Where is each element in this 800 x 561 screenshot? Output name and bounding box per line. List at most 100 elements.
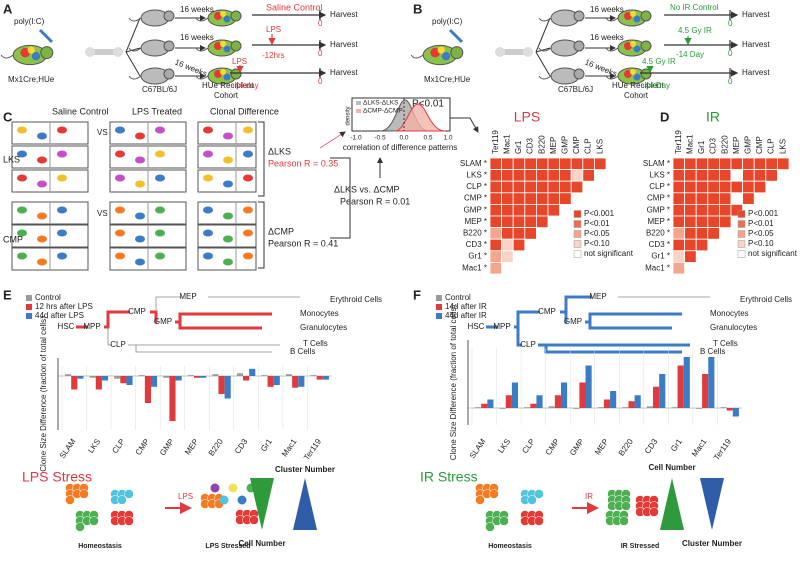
- mouse-tail: [195, 47, 209, 52]
- cartoons: [0, 9, 659, 532]
- legend-swatch: [26, 295, 32, 301]
- legend-swatch: [356, 109, 361, 113]
- heatmap-cell: [719, 157, 732, 171]
- bar: [622, 407, 629, 408]
- clone-blob: [135, 132, 145, 140]
- cell-number: Cell Number: [238, 539, 285, 548]
- heatmap-cell: [547, 169, 561, 182]
- time: 0: [318, 19, 323, 28]
- row-label: GMP *: [647, 205, 670, 214]
- bar: [101, 376, 109, 381]
- timelines: [230, 10, 327, 78]
- mouse-head: [40, 46, 54, 60]
- lineage-node: MPP: [83, 322, 100, 331]
- row-label: B220 *: [646, 229, 670, 238]
- cell: [621, 501, 631, 511]
- strain: C67BL/6J: [142, 85, 177, 94]
- mouse-tail: [538, 75, 552, 80]
- clone-blob: [17, 252, 27, 260]
- heatmap-cell: [695, 169, 709, 182]
- mouse-patch: [633, 45, 641, 53]
- cell: [475, 495, 485, 505]
- cell: [499, 516, 509, 526]
- heatmap-cell: [707, 192, 720, 205]
- cell: [117, 495, 127, 505]
- lineage-edge: [150, 310, 158, 324]
- legend-swatch: [573, 240, 582, 248]
- heatmap-cell: [707, 180, 720, 194]
- heatmap-cell: [695, 238, 709, 252]
- lineage-node: Monocytes: [710, 309, 749, 318]
- heatmap-cell: [512, 203, 526, 217]
- lineage-edge: [135, 345, 272, 353]
- lineage-edge: [585, 312, 682, 324]
- cell: [65, 495, 75, 505]
- heatmap-cell: [594, 157, 607, 171]
- clone-blob: [135, 156, 145, 164]
- clone-blob: [223, 156, 233, 164]
- heatmap-cell: [753, 157, 767, 171]
- clone-blob: [115, 206, 125, 214]
- big-arrow: [250, 478, 274, 530]
- bar: [530, 403, 537, 408]
- lineage-edge: [514, 310, 540, 329]
- row-label: CD3 *: [466, 240, 487, 249]
- heatmap-cell: [489, 250, 503, 263]
- mouse-head: [230, 40, 242, 52]
- inset-tick: 0.0: [399, 135, 408, 142]
- transplant-line: [125, 51, 141, 77]
- delta: ΔLKS: [268, 146, 291, 156]
- heatmap-cell: [672, 180, 686, 194]
- lineage-node: CMP: [538, 307, 556, 316]
- duration: 16 weeks: [583, 57, 618, 78]
- column-header: Saline Control: [52, 106, 109, 116]
- clone-blob: [135, 235, 145, 243]
- bar: [585, 365, 592, 408]
- heatmap-cell: [707, 215, 720, 229]
- heatmap-cell: [512, 238, 526, 252]
- pointer: [450, 117, 479, 133]
- clone-blob: [243, 229, 253, 237]
- column-header: Clonal Difference: [210, 106, 279, 116]
- heatmap-cell: [512, 180, 526, 194]
- column-label: Mac1: [686, 134, 695, 154]
- lineage-edge: [516, 327, 522, 347]
- vs: VS: [97, 209, 108, 218]
- mouse-head: [640, 10, 652, 22]
- column-label: B220: [720, 135, 729, 154]
- heatmap-cell: [501, 250, 514, 263]
- lineage-edge: [178, 322, 262, 330]
- bar: [475, 407, 482, 408]
- lineage-edge: [104, 310, 130, 329]
- duration: 16 weeks: [180, 5, 214, 14]
- lineage-node: GMP: [154, 317, 172, 326]
- heatmap-cell: [570, 169, 584, 182]
- clone-blob: [203, 150, 213, 158]
- cell: [210, 483, 220, 493]
- harvest: Harvest: [330, 40, 358, 49]
- column-label: Ter119: [674, 130, 683, 154]
- clone-blob: [243, 206, 253, 214]
- heatmap-cell: [512, 227, 526, 240]
- bar: [487, 399, 494, 408]
- column-label: MEP: [549, 137, 558, 154]
- mouse-patch: [27, 46, 35, 54]
- bar: [505, 395, 512, 408]
- mouse-patch: [223, 45, 231, 53]
- bar: [603, 399, 611, 408]
- x-tick-label: Ter119: [302, 437, 323, 462]
- clone-blob: [155, 126, 165, 134]
- bar: [163, 376, 170, 378]
- legend-label: P<0.001: [584, 209, 615, 218]
- clone-blob: [243, 126, 253, 134]
- inset-y-label: density: [346, 106, 352, 125]
- heatmap-cell: [765, 169, 778, 182]
- legend-label: 44d after IR: [445, 311, 487, 320]
- clone-blob: [37, 180, 47, 188]
- offset: -12hrs: [262, 51, 285, 60]
- inset-tick: -1.0: [350, 135, 362, 142]
- heatmap-cell: [684, 215, 697, 229]
- heatmap-cell: [695, 157, 709, 171]
- heatmap-cell: [672, 261, 686, 275]
